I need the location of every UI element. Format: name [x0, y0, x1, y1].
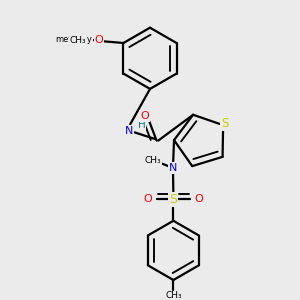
Text: methoxy: methoxy [56, 35, 93, 44]
Text: O: O [140, 111, 149, 121]
Text: H: H [138, 120, 146, 130]
Text: CH₃: CH₃ [144, 156, 161, 165]
Text: S: S [221, 117, 229, 130]
Text: O: O [94, 35, 103, 45]
Text: O: O [194, 194, 203, 204]
Text: N: N [169, 163, 178, 173]
Text: O: O [144, 194, 152, 204]
Text: CH₃: CH₃ [70, 36, 86, 45]
Text: N: N [124, 126, 133, 136]
Text: S: S [169, 193, 177, 206]
Text: CH₃: CH₃ [165, 291, 182, 300]
